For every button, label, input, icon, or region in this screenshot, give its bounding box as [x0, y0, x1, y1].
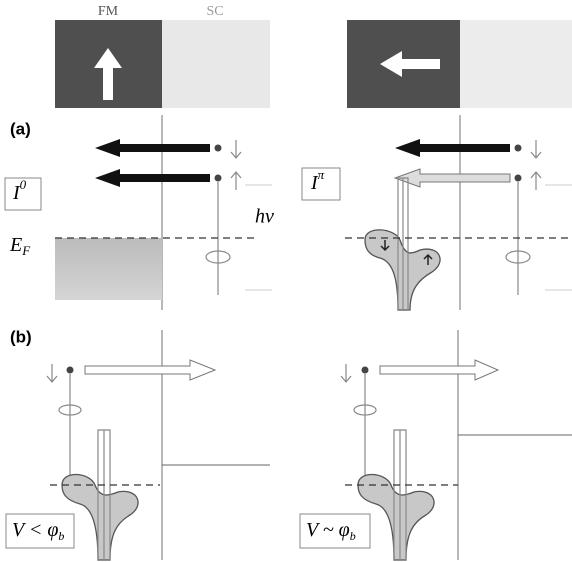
- electron: [67, 367, 74, 374]
- electron: [515, 145, 522, 152]
- fermi-label: EF: [9, 234, 31, 258]
- fm-bands: [55, 238, 162, 300]
- subscript: F: [21, 243, 31, 258]
- spin-arrow: [341, 364, 351, 382]
- superscript: π: [318, 167, 325, 182]
- relation: V < φ: [12, 519, 58, 541]
- relation: V ~ φ: [306, 519, 350, 541]
- page: FM SC (a) I0 Iπ hν EF (b) V < φb V ~ φb …: [0, 0, 572, 562]
- current-arrow: [395, 139, 510, 157]
- sc-block: [162, 20, 270, 108]
- electron: [515, 175, 522, 182]
- electron: [215, 145, 222, 152]
- current-arrow: [380, 360, 498, 380]
- photon-label: hν: [255, 206, 274, 228]
- panel-label: (b): [10, 327, 32, 346]
- sc-label: SC: [206, 4, 223, 19]
- electron: [362, 367, 369, 374]
- superscript: 0: [20, 177, 27, 192]
- fm-label: FM: [98, 4, 119, 19]
- bias-label: V ~ φb: [306, 519, 356, 543]
- current-arrow: [95, 139, 210, 157]
- symbol: E: [9, 234, 22, 256]
- electron: [215, 175, 222, 182]
- figure: FM SC (a) I0 Iπ hν EF (b) V < φb V ~ φb: [0, 0, 572, 562]
- spin-arrows: [531, 140, 541, 190]
- sc-block: [460, 20, 572, 108]
- current-arrow: [395, 169, 510, 187]
- subscript: b: [350, 529, 356, 543]
- bias-label: V < φb: [12, 519, 64, 543]
- spin-arrows: [231, 140, 241, 190]
- current-arrow: [95, 169, 210, 187]
- subscript: b: [58, 529, 64, 543]
- panel-label: (a): [10, 119, 31, 138]
- spin-arrow: [47, 364, 57, 382]
- current-arrow: [85, 360, 215, 380]
